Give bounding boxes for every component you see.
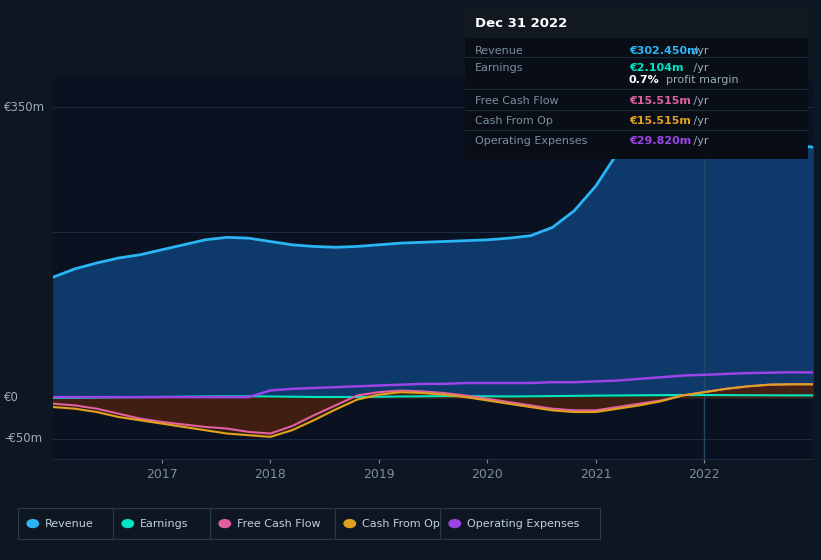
Text: /yr: /yr (690, 116, 709, 126)
Text: Operating Expenses: Operating Expenses (475, 136, 587, 146)
Text: €0: €0 (4, 391, 19, 404)
Text: /yr: /yr (690, 46, 709, 56)
Text: Revenue: Revenue (475, 46, 523, 56)
Text: Cash From Op: Cash From Op (475, 116, 553, 126)
Text: €2.104m: €2.104m (629, 63, 683, 73)
Text: €15.515m: €15.515m (629, 96, 690, 106)
Text: Revenue: Revenue (45, 519, 94, 529)
Text: profit margin: profit margin (666, 76, 738, 86)
Text: Earnings: Earnings (475, 63, 523, 73)
Text: Operating Expenses: Operating Expenses (467, 519, 580, 529)
Text: /yr: /yr (690, 96, 709, 106)
Text: €29.820m: €29.820m (629, 136, 691, 146)
Text: Cash From Op: Cash From Op (362, 519, 440, 529)
Text: Free Cash Flow: Free Cash Flow (475, 96, 558, 106)
Text: €15.515m: €15.515m (629, 116, 690, 126)
Text: /yr: /yr (690, 63, 709, 73)
Text: Dec 31 2022: Dec 31 2022 (475, 17, 566, 30)
Text: 0.7%: 0.7% (629, 76, 659, 86)
Text: /yr: /yr (690, 136, 709, 146)
Text: -€50m: -€50m (4, 432, 42, 445)
Text: €350m: €350m (4, 101, 45, 114)
Text: Free Cash Flow: Free Cash Flow (237, 519, 321, 529)
Text: €302.450m: €302.450m (629, 46, 699, 56)
Text: Earnings: Earnings (140, 519, 189, 529)
